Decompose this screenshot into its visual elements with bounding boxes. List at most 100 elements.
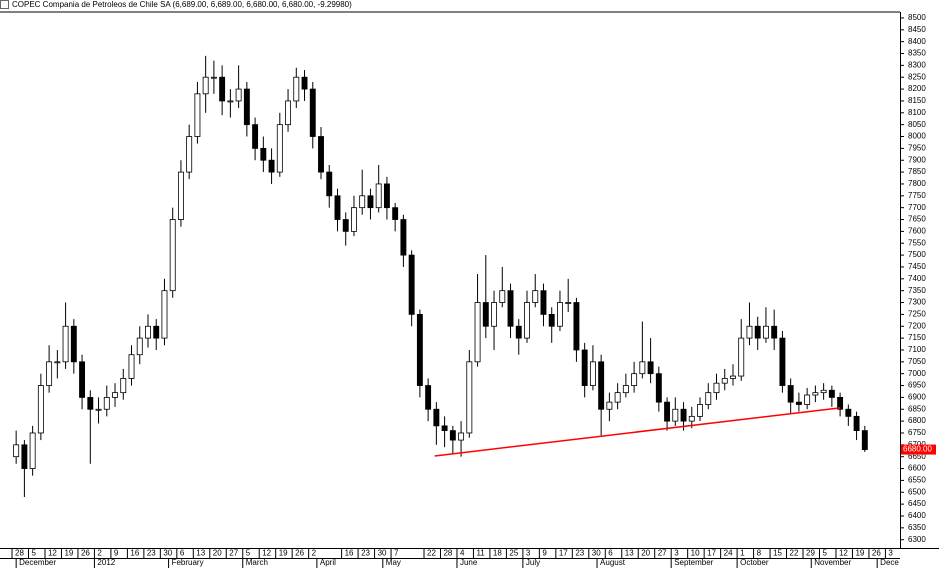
- x-tick-label: 5: [823, 549, 828, 558]
- candle-body: [565, 302, 572, 304]
- candle-body: [301, 76, 308, 90]
- x-tick-label: 3: [674, 549, 679, 558]
- x-tick-label: 26: [872, 549, 881, 558]
- month-label: December: [19, 558, 56, 567]
- candle-body: [631, 373, 638, 386]
- candle-body: [804, 394, 811, 405]
- candle-body: [194, 93, 201, 137]
- y-tick-label: 6350: [908, 523, 926, 532]
- candle-body: [276, 124, 283, 173]
- candle-body: [318, 136, 324, 173]
- y-tick-label: 7250: [908, 309, 926, 318]
- x-tick-label: 28: [15, 549, 24, 558]
- candle-body: [795, 401, 802, 405]
- candle-body: [845, 408, 852, 417]
- y-tick-label: 6600: [908, 464, 926, 473]
- candle-body: [515, 325, 522, 339]
- trend-line: [434, 407, 841, 457]
- y-tick-label: 8050: [908, 120, 926, 129]
- candle-body: [62, 325, 69, 363]
- candle-body: [647, 361, 654, 375]
- candle-body: [268, 159, 275, 173]
- y-tick-label: 6450: [908, 499, 926, 508]
- y-tick-label: 6300: [908, 535, 926, 544]
- candle-body: [128, 354, 135, 379]
- y-tick-label: 6950: [908, 381, 926, 390]
- y-tick-label: 7000: [908, 369, 926, 378]
- x-tick-label: 12: [48, 549, 57, 558]
- x-tick-label: 28: [443, 549, 452, 558]
- y-tick-label: 8450: [908, 25, 926, 34]
- candle-body: [672, 408, 679, 422]
- candle-body: [416, 313, 423, 386]
- x-tick-label: 15: [773, 549, 782, 558]
- candle-body: [326, 171, 333, 197]
- y-tick-label: 6850: [908, 404, 926, 413]
- x-tick-label: 8: [757, 549, 762, 558]
- y-tick-label: 6700: [908, 440, 926, 449]
- candle-body: [820, 389, 827, 394]
- y-tick-label: 7950: [908, 143, 926, 152]
- y-tick-label: 7700: [908, 203, 926, 212]
- candle-body: [581, 349, 588, 386]
- candle-body: [54, 361, 61, 364]
- x-tick-label: 20: [213, 549, 222, 558]
- candle-body: [70, 325, 77, 363]
- candle-body: [219, 76, 226, 102]
- y-tick-label: 8000: [908, 132, 926, 141]
- x-tick-label: 2: [312, 549, 317, 558]
- candle-body: [779, 337, 786, 386]
- candle-body: [46, 361, 53, 386]
- x-tick-label: 26: [81, 549, 90, 558]
- candle-body: [145, 325, 151, 339]
- candle-body: [499, 290, 506, 303]
- y-tick-label: 7900: [908, 155, 926, 164]
- x-tick-label: 7: [394, 549, 399, 558]
- y-tick-label: 8300: [908, 60, 926, 69]
- candle-body: [243, 88, 250, 126]
- x-tick-label: 24: [724, 549, 733, 558]
- x-tick-label: 25: [509, 549, 518, 558]
- candle-body: [482, 302, 489, 327]
- y-tick-label: 8400: [908, 37, 926, 46]
- candle-body: [29, 432, 36, 469]
- candle-body: [762, 325, 769, 339]
- candle-body: [120, 378, 127, 394]
- candle-body: [466, 361, 473, 434]
- y-tick-label: 7650: [908, 215, 926, 224]
- y-tick-label: 7050: [908, 357, 926, 366]
- candle-body: [540, 290, 547, 315]
- y-tick-label: 8350: [908, 49, 926, 58]
- candle-body: [202, 76, 209, 95]
- x-tick-label: 13: [625, 549, 634, 558]
- candle-body: [606, 401, 613, 410]
- candle-body: [548, 313, 555, 327]
- candle-body: [787, 385, 794, 403]
- x-tick-label: 19: [855, 549, 864, 558]
- x-tick-label: 5: [246, 549, 251, 558]
- candle-body: [161, 290, 168, 339]
- month-label: September: [674, 558, 713, 567]
- x-tick-label: 29: [806, 549, 815, 558]
- y-tick-label: 7550: [908, 238, 926, 247]
- candle-body: [664, 401, 671, 422]
- candle-body: [235, 88, 242, 102]
- candle-body: [837, 396, 844, 410]
- y-tick-label: 7600: [908, 226, 926, 235]
- x-tick-label: 16: [130, 549, 139, 558]
- candle-body: [400, 219, 407, 256]
- candle-body: [598, 361, 605, 410]
- y-tick-label: 6750: [908, 428, 926, 437]
- x-tick-label: 11: [476, 549, 485, 558]
- candle-body: [589, 361, 596, 386]
- candle-body: [342, 219, 349, 232]
- y-tick-label: 8200: [908, 84, 926, 93]
- x-tick-label: 16: [345, 549, 354, 558]
- candle-body: [655, 373, 662, 403]
- candle-body: [853, 415, 860, 432]
- candle-body: [21, 444, 28, 469]
- candle-body: [705, 392, 712, 405]
- candle-body: [458, 432, 465, 441]
